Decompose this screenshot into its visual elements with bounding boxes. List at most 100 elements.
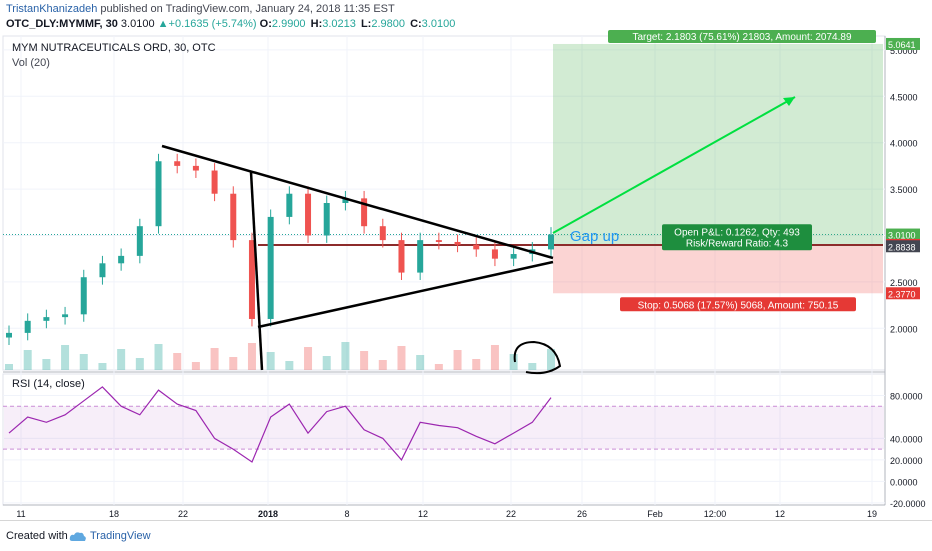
- candle-body: [174, 161, 180, 166]
- created-with-text: Created with: [6, 530, 68, 542]
- candle-body: [455, 242, 461, 245]
- candle-body: [62, 314, 68, 317]
- price-label: 5.0641: [888, 40, 916, 50]
- candle-body: [6, 333, 12, 338]
- time-tick-label: 8: [344, 509, 349, 519]
- candle-body: [99, 263, 105, 277]
- candle-body: [25, 321, 31, 333]
- volume-bar: [211, 348, 219, 370]
- tradingview-link[interactable]: TradingView: [90, 530, 151, 542]
- chart-title: MYM NUTRACEUTICALS ORD, 30, OTC: [12, 42, 216, 54]
- volume-bar: [248, 343, 256, 370]
- upper-trendline: [162, 146, 553, 258]
- candle-body: [380, 226, 386, 240]
- price-chart[interactable]: Target: 2.1803 (75.61%) 21803, Amount: 2…: [0, 0, 932, 520]
- volume-bar: [42, 359, 50, 370]
- volume-bar: [397, 346, 405, 370]
- time-tick-label: 18: [109, 509, 119, 519]
- rsi-tick-label: 20.0000: [890, 456, 923, 466]
- volume-bar: [379, 360, 387, 370]
- time-tick-label: 12: [775, 509, 785, 519]
- volume-bar: [360, 351, 368, 370]
- time-tick-label: 2018: [258, 509, 278, 519]
- volume-bar: [435, 364, 443, 370]
- price-tick-label: 4.0000: [890, 139, 918, 149]
- candle-body: [548, 235, 554, 250]
- profit-zone: [553, 44, 883, 246]
- price-label: 2.8838: [888, 242, 916, 252]
- candle-body: [436, 240, 442, 242]
- pnl-text: Open P&L: 0.1262, Qty: 493: [674, 227, 800, 238]
- volume-label: Vol (20): [12, 57, 50, 69]
- time-tick-label: 11: [16, 509, 25, 519]
- lower-trendline: [258, 262, 553, 327]
- volume-bar: [98, 363, 106, 370]
- price-label: 2.3770: [888, 289, 916, 299]
- rsi-indicator: [3, 387, 885, 462]
- candle-body: [268, 217, 274, 319]
- candle-body: [286, 194, 292, 217]
- candle-body: [118, 256, 124, 263]
- footer: Created with TradingView: [0, 520, 932, 551]
- price-tick-label: 3.5000: [890, 185, 918, 195]
- rsi-tick-label: 0.0000: [890, 477, 918, 487]
- loss-zone: [553, 246, 883, 293]
- candle-body: [156, 161, 162, 226]
- long-position-tool[interactable]: Target: 2.1803 (75.61%) 21803, Amount: 2…: [258, 30, 883, 311]
- time-tick-label: 19: [867, 509, 877, 519]
- candle-body: [249, 240, 255, 319]
- volume-bar: [341, 342, 349, 370]
- volume-bar: [416, 355, 424, 370]
- volume-bar: [173, 353, 181, 370]
- rsi-tick-label: 40.0000: [890, 434, 923, 444]
- candle-body: [230, 194, 236, 240]
- time-tick-label: 26: [577, 509, 587, 519]
- candle-body: [81, 277, 87, 314]
- volume-bar: [117, 349, 125, 370]
- candle-body: [137, 226, 143, 256]
- candle-body: [212, 171, 218, 194]
- volume-bar: [229, 357, 237, 370]
- rsi-tick-label: 80.0000: [890, 391, 923, 401]
- target-label: Target: 2.1803 (75.61%) 21803, Amount: 2…: [632, 32, 851, 43]
- risk-reward-text: Risk/Reward Ratio: 4.3: [686, 238, 789, 249]
- rsi-tick-label: -20.0000: [890, 499, 926, 509]
- volume-bars: [5, 342, 555, 370]
- volume-bar: [472, 359, 480, 370]
- volume-bar: [155, 344, 163, 370]
- volume-bar: [454, 350, 462, 370]
- candle-body: [324, 203, 330, 235]
- volume-bar: [285, 361, 293, 370]
- volume-bar: [24, 350, 32, 370]
- volume-bar: [267, 352, 275, 370]
- volume-bar: [510, 354, 518, 370]
- volume-bar: [323, 356, 331, 370]
- time-tick-label: 22: [178, 509, 188, 519]
- time-tick-label: 12:00: [704, 509, 727, 519]
- candle-body: [492, 249, 498, 258]
- rsi-title: RSI (14, close): [12, 378, 85, 390]
- tradingview-cloud-icon[interactable]: [69, 531, 87, 542]
- price-tick-label: 4.5000: [890, 92, 918, 102]
- volume-bar: [304, 347, 312, 370]
- candle-body: [511, 254, 517, 259]
- candle-body: [193, 166, 199, 171]
- candle-body: [417, 240, 423, 272]
- stop-label: Stop: 0.5068 (17.57%) 5068, Amount: 750.…: [638, 300, 839, 311]
- volume-bar: [491, 345, 499, 370]
- price-tick-label: 2.0000: [890, 324, 918, 334]
- volume-bar: [136, 358, 144, 370]
- candlesticks: [6, 154, 554, 345]
- candle-body: [473, 245, 479, 250]
- time-tick-label: 22: [506, 509, 516, 519]
- volume-bar: [5, 364, 13, 370]
- gap-up-annotation[interactable]: Gap up: [570, 228, 619, 245]
- volume-bar: [61, 345, 69, 370]
- price-tick-label: 2.5000: [890, 278, 918, 288]
- volume-bar: [528, 363, 536, 370]
- candle-body: [43, 317, 49, 321]
- volume-bar: [192, 362, 200, 370]
- time-tick-label: 12: [418, 509, 428, 519]
- candle-body: [305, 194, 311, 236]
